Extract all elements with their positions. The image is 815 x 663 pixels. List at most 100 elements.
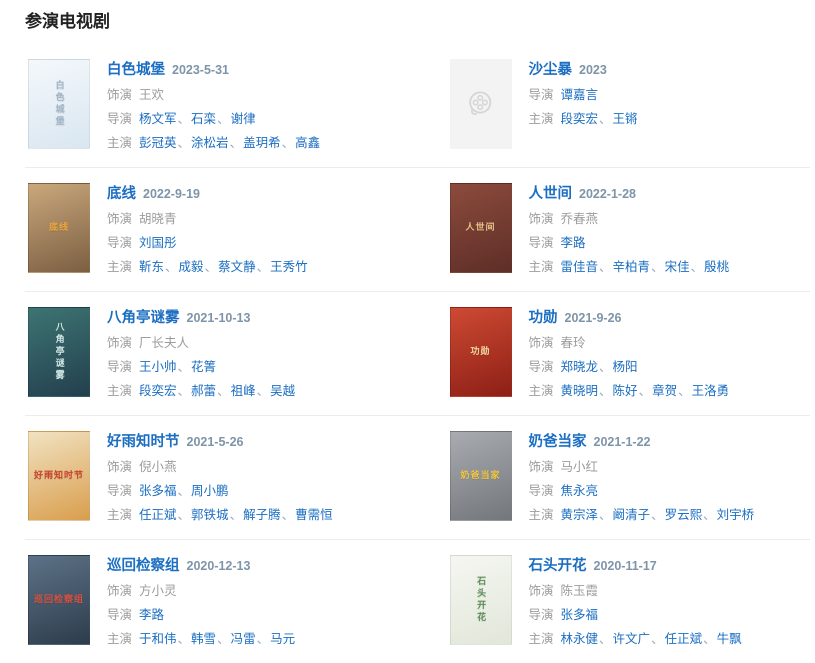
person-link[interactable]: 刘宇桥: [716, 508, 755, 522]
title-line: 八角亭谜雾 2021-10-13: [107, 308, 295, 328]
role-line: 饰演 王欢: [107, 86, 320, 104]
person-link[interactable]: 王洛勇: [691, 384, 730, 398]
person-link[interactable]: 林永健: [560, 632, 599, 646]
drama-title-link[interactable]: 好雨知时节: [107, 434, 180, 450]
person-link[interactable]: 解子腾: [243, 508, 281, 522]
name-separator: 、: [599, 384, 612, 398]
person-link[interactable]: 马元: [270, 632, 296, 646]
cast-line: 主演 林永健、许文广、任正斌、牛飘: [529, 630, 742, 648]
person-link[interactable]: 李路: [560, 236, 586, 250]
role-value: 春玲: [560, 336, 586, 350]
name-separator: 、: [256, 384, 270, 398]
director-names: 王小帅、花箐: [139, 360, 216, 374]
poster-thumbnail[interactable]: [449, 59, 512, 149]
section-title: 参演电视剧: [25, 12, 110, 31]
person-link[interactable]: 任正斌: [664, 632, 703, 646]
role-value: 乔春燕: [560, 212, 599, 226]
person-link[interactable]: 任正斌: [139, 508, 177, 522]
drama-entry: 底线 底线 2022-9-19 饰演 胡晓青 导演 刘国彤 主演 靳东、成毅、蔡文静、王…: [25, 183, 418, 276]
poster-thumbnail[interactable]: 八角亭谜雾: [28, 307, 90, 397]
person-link[interactable]: 祖峰: [230, 384, 256, 398]
person-link[interactable]: 牛飘: [716, 632, 742, 646]
person-link[interactable]: 谢律: [230, 112, 256, 126]
role-line: 饰演 胡晓青: [107, 210, 308, 228]
director-names: 刘国彤: [139, 236, 177, 250]
cast-names: 黄晓明、陈好、章贺、王洛勇: [561, 384, 730, 398]
drama-info: 沙尘暴 2023 导演 谭嘉言 主演 段奕宏、王锵: [529, 59, 638, 152]
person-link[interactable]: 章贺: [652, 384, 678, 398]
drama-entry: 奶爸当家 奶爸当家 2021-1-22 饰演 马小红 导演 焦永亮 主演 黄宗泽、阚清子…: [418, 431, 811, 524]
drama-title-link[interactable]: 巡回检察组: [107, 558, 180, 574]
director-label: 导演: [107, 112, 133, 126]
person-link[interactable]: 陈好: [612, 384, 638, 398]
poster-thumbnail[interactable]: 好雨知时节: [28, 431, 90, 521]
drama-title-link[interactable]: 底线: [107, 186, 136, 202]
poster-thumbnail[interactable]: 石头开花: [449, 555, 512, 645]
person-link[interactable]: 彭冠英: [139, 136, 177, 150]
drama-title-link[interactable]: 石头开花: [528, 558, 587, 574]
drama-row: 八角亭谜雾 八角亭谜雾 2021-10-13 饰演 厂长夫人 导演 王小帅、花箐 主演…: [25, 292, 810, 416]
person-link[interactable]: 郭铁城: [191, 508, 229, 522]
role-line: 饰演 倪小燕: [107, 458, 333, 476]
person-link[interactable]: 殷桃: [704, 260, 730, 274]
poster-thumbnail[interactable]: 人世间: [449, 183, 512, 273]
drama-title-link[interactable]: 功勋: [528, 310, 558, 326]
person-link[interactable]: 郑晓龙: [560, 360, 599, 374]
drama-title-link[interactable]: 八角亭谜雾: [107, 310, 180, 326]
person-link[interactable]: 王小帅: [139, 360, 177, 374]
person-link[interactable]: 阚清子: [612, 508, 651, 522]
cast-line: 主演 任正斌、郭铁城、解子腾、曹需恒: [107, 506, 333, 524]
person-link[interactable]: 雷佳音: [560, 260, 599, 274]
person-link[interactable]: 郝蕾: [191, 384, 217, 398]
person-link[interactable]: 涂松岩: [191, 136, 229, 150]
person-link[interactable]: 谭嘉言: [560, 88, 599, 102]
person-link[interactable]: 王秀竹: [270, 260, 308, 274]
person-link[interactable]: 周小鹏: [191, 484, 229, 498]
director-line: 导演 李路: [529, 234, 730, 252]
person-link[interactable]: 盖玥希: [243, 136, 281, 150]
person-link[interactable]: 宋佳: [664, 260, 690, 274]
name-separator: 、: [651, 508, 664, 522]
drama-title-link[interactable]: 人世间: [528, 186, 573, 202]
poster-thumbnail[interactable]: 奶爸当家: [449, 431, 512, 521]
person-link[interactable]: 高鑫: [295, 136, 321, 150]
person-link[interactable]: 黄晓明: [560, 384, 599, 398]
person-link[interactable]: 焦永亮: [560, 484, 599, 498]
poster-thumbnail[interactable]: 功勋: [449, 307, 512, 397]
name-separator: 、: [177, 508, 191, 522]
person-link[interactable]: 韩雪: [191, 632, 217, 646]
person-link[interactable]: 石栾: [191, 112, 217, 126]
person-link[interactable]: 罗云熙: [664, 508, 703, 522]
person-link[interactable]: 许文广: [612, 632, 651, 646]
person-link[interactable]: 蔡文静: [218, 260, 256, 274]
name-separator: 、: [599, 112, 612, 126]
person-link[interactable]: 段奕宏: [560, 112, 599, 126]
person-link[interactable]: 花箐: [191, 360, 217, 374]
person-link[interactable]: 张多福: [139, 484, 177, 498]
person-link[interactable]: 辛柏青: [612, 260, 651, 274]
cast-label: 主演: [107, 508, 133, 522]
person-link[interactable]: 冯雷: [230, 632, 256, 646]
drama-title-link[interactable]: 奶爸当家: [528, 434, 587, 450]
drama-title-link[interactable]: 沙尘暴: [528, 62, 573, 78]
director-line: 导演 焦永亮: [529, 482, 755, 500]
person-link[interactable]: 王锵: [612, 112, 638, 126]
person-link[interactable]: 杨阳: [612, 360, 638, 374]
person-link[interactable]: 杨文军: [139, 112, 177, 126]
person-link[interactable]: 吴越: [270, 384, 296, 398]
person-link[interactable]: 于和伟: [139, 632, 177, 646]
person-link[interactable]: 张多福: [560, 608, 599, 622]
poster-thumbnail[interactable]: 白色城堡: [28, 59, 90, 149]
person-link[interactable]: 成毅: [178, 260, 204, 274]
person-link[interactable]: 靳东: [139, 260, 165, 274]
drama-entry: 人世间 人世间 2022-1-28 饰演 乔春燕 导演 李路 主演 雷佳音、辛柏青、宋佳…: [418, 183, 811, 276]
person-link[interactable]: 曹需恒: [295, 508, 333, 522]
drama-title-link[interactable]: 白色城堡: [107, 62, 165, 78]
poster-thumbnail[interactable]: 底线: [28, 183, 90, 273]
person-link[interactable]: 黄宗泽: [560, 508, 599, 522]
person-link[interactable]: 李路: [139, 608, 165, 622]
person-link[interactable]: 刘国彤: [139, 236, 177, 250]
person-link[interactable]: 段奕宏: [139, 384, 177, 398]
poster-thumbnail[interactable]: 巡回检察组: [28, 555, 90, 645]
release-date: 2022-9-19: [143, 187, 200, 201]
